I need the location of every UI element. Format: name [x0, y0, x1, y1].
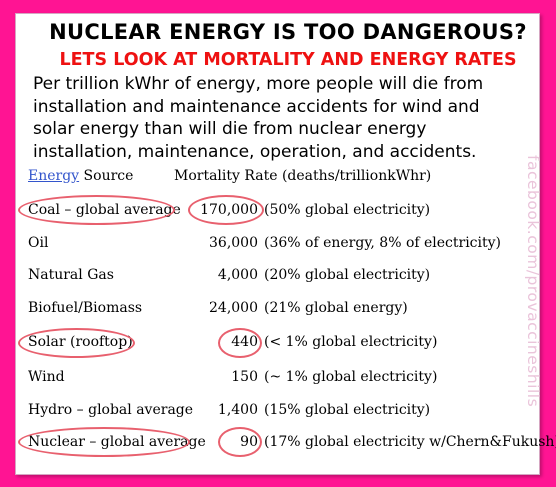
row-note: (20% global electricity) [264, 267, 431, 283]
header-source: Energy Source [28, 168, 133, 190]
table-row: Natural Gas 4,000 (20% global electricit… [28, 267, 528, 291]
row-source: Nuclear – global average [28, 434, 206, 450]
page-title: NUCLEAR ENERGY IS TOO DANGEROUS? [49, 20, 527, 44]
row-source: Solar (rooftop) [28, 334, 133, 350]
table-row: Biofuel/Biomass 24,000 (21% global energ… [28, 300, 528, 324]
row-note: (17% global electricity w/Chern&Fukush) [264, 434, 556, 450]
row-source: Hydro – global average [28, 402, 194, 418]
row-rate: 440 [231, 334, 258, 350]
header-source-label: Source [79, 168, 134, 184]
infographic-card: NUCLEAR ENERGY IS TOO DANGEROUS? LETS LO… [15, 13, 540, 475]
row-source: Biofuel/Biomass [28, 300, 143, 316]
energy-link[interactable]: Energy [28, 168, 80, 184]
row-note: (21% global energy) [264, 300, 408, 316]
row-source: Wind [28, 369, 65, 385]
row-note: (~ 1% global electricity) [264, 369, 438, 385]
row-note: (36% of energy, 8% of electricity) [264, 235, 502, 251]
table-row: Coal – global average 170,000 (50% globa… [28, 202, 528, 226]
row-note: (< 1% global electricity) [264, 334, 438, 350]
row-rate: 4,000 [217, 267, 258, 283]
row-rate: 90 [240, 434, 258, 450]
row-rate: 1,400 [217, 402, 258, 418]
row-source: Coal – global average [28, 202, 181, 218]
watermark: facebook.com/provaccineshills [524, 155, 542, 408]
table-row: Wind 150 (~ 1% global electricity) [28, 369, 528, 393]
subtitle: LETS LOOK AT MORTALITY AND ENERGY RATES [59, 50, 517, 70]
row-rate: 150 [231, 369, 258, 385]
table-row: Solar (rooftop) 440 (< 1% global electri… [28, 334, 528, 358]
table-row: Oil 36,000 (36% of energy, 8% of electri… [28, 235, 528, 259]
row-note: (15% global electricity) [264, 402, 431, 418]
row-source: Oil [28, 235, 49, 251]
intro-paragraph: Per trillion kWhr of energy, more people… [33, 74, 484, 162]
table-row: Hydro – global average 1,400 (15% global… [28, 402, 528, 426]
row-rate: 36,000 [209, 235, 258, 251]
row-rate: 170,000 [200, 202, 258, 218]
table-row: Nuclear – global average 90 (17% global … [28, 434, 556, 458]
row-note: (50% global electricity) [264, 202, 431, 218]
row-rate: 24,000 [209, 300, 258, 316]
header-rate: Mortality Rate (deaths/trillionkWhr) [174, 168, 432, 184]
row-source: Natural Gas [28, 267, 114, 283]
